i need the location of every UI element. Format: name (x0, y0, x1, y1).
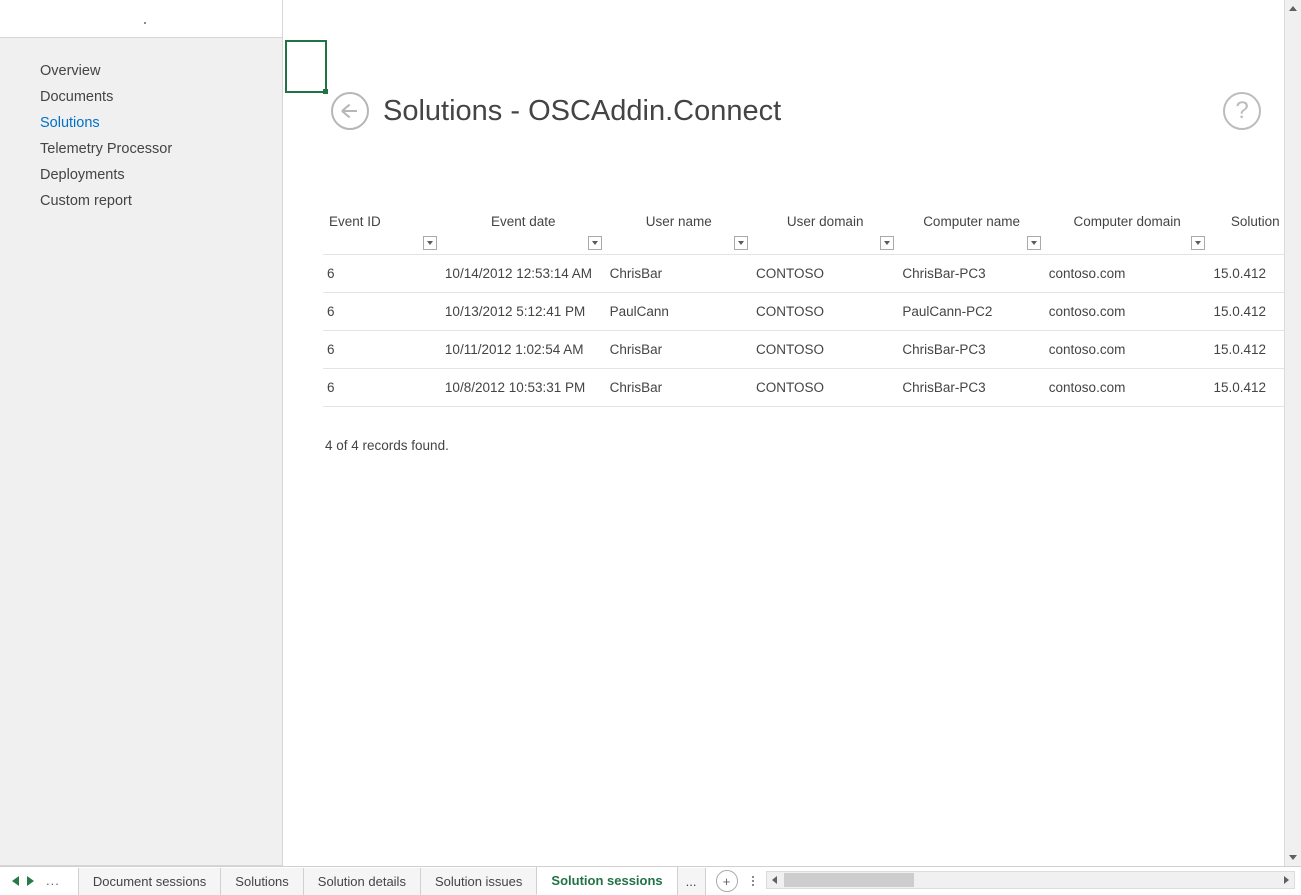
cell-user-name: PaulCann (606, 292, 752, 330)
col-event-date: Event date (441, 202, 606, 254)
sheet-tab-solution-details[interactable]: Solution details (303, 868, 421, 895)
nav-item-deployments[interactable]: Deployments (0, 162, 282, 188)
nav-list: Overview Documents Solutions Telemetry P… (0, 38, 282, 214)
scroll-up-icon[interactable] (1285, 0, 1301, 17)
back-arrow-icon (343, 110, 357, 112)
cell-event-date: 10/14/2012 12:53:14 AM (441, 254, 606, 292)
horizontal-scroll-thumb[interactable] (784, 873, 914, 887)
sheet-nav-prev-icon[interactable] (12, 876, 19, 886)
sessions-table: Event ID Event date User name User (323, 202, 1301, 407)
col-label: User name (610, 208, 748, 229)
nav-item-overview[interactable]: Overview (0, 58, 282, 84)
col-label: Event date (445, 208, 602, 229)
nav-item-telemetry-processor[interactable]: Telemetry Processor (0, 136, 282, 162)
cell-user-domain: CONTOSO (752, 330, 898, 368)
table-header-row: Event ID Event date User name User (323, 202, 1301, 254)
cell-user-name: ChrisBar (606, 368, 752, 406)
sheet-nav-next-icon[interactable] (27, 876, 34, 886)
filter-dropdown-icon[interactable] (588, 236, 602, 250)
filter-dropdown-icon[interactable] (423, 236, 437, 250)
cell-computer-domain: contoso.com (1045, 292, 1210, 330)
cell-computer-name: ChrisBar-PC3 (898, 254, 1044, 292)
scroll-down-icon[interactable] (1285, 849, 1301, 866)
col-computer-name: Computer name (898, 202, 1044, 254)
filter-dropdown-icon[interactable] (1027, 236, 1041, 250)
sheet-tabs: Document sessions Solutions Solution det… (72, 867, 706, 894)
table-row[interactable]: 6 10/13/2012 5:12:41 PM PaulCann CONTOSO… (323, 292, 1301, 330)
main-content: Solutions - OSCAddin.Connect ? Event ID … (283, 0, 1301, 866)
cell-event-date: 10/11/2012 1:02:54 AM (441, 330, 606, 368)
cell-event-id: 6 (323, 368, 441, 406)
cell-event-id: 6 (323, 254, 441, 292)
table-row[interactable]: 6 10/8/2012 10:53:31 PM ChrisBar CONTOSO… (323, 368, 1301, 406)
sheet-nav-controls: ... (0, 867, 72, 894)
sheet-tab-solution-sessions[interactable]: Solution sessions (536, 867, 677, 895)
col-event-id: Event ID (323, 202, 441, 254)
sidebar-header (0, 0, 282, 38)
scroll-right-icon[interactable] (1278, 872, 1294, 888)
cell-user-domain: CONTOSO (752, 368, 898, 406)
selected-cell-indicator[interactable] (285, 40, 327, 93)
nav-item-solutions[interactable]: Solutions (0, 110, 282, 136)
col-computer-domain: Computer domain (1045, 202, 1210, 254)
sidebar-header-dot (144, 22, 146, 24)
page-header: Solutions - OSCAddin.Connect ? (331, 92, 1261, 130)
nav-item-documents[interactable]: Documents (0, 84, 282, 110)
cell-user-domain: CONTOSO (752, 292, 898, 330)
sheet-tab-solution-issues[interactable]: Solution issues (420, 868, 537, 895)
cell-computer-domain: contoso.com (1045, 368, 1210, 406)
filter-dropdown-icon[interactable] (734, 236, 748, 250)
cell-event-date: 10/8/2012 10:53:31 PM (441, 368, 606, 406)
app-root: Overview Documents Solutions Telemetry P… (0, 0, 1301, 894)
cell-user-name: ChrisBar (606, 330, 752, 368)
col-user-name: User name (606, 202, 752, 254)
filter-dropdown-icon[interactable] (880, 236, 894, 250)
table-row[interactable]: 6 10/11/2012 1:02:54 AM ChrisBar CONTOSO… (323, 330, 1301, 368)
col-label: User domain (756, 208, 894, 229)
cell-event-date: 10/13/2012 5:12:41 PM (441, 292, 606, 330)
cell-event-id: 6 (323, 292, 441, 330)
back-button[interactable] (331, 92, 369, 130)
sheet-nav-more-icon[interactable]: ... (46, 873, 60, 888)
vertical-scrollbar[interactable] (1284, 0, 1301, 866)
records-found-label: 4 of 4 records found. (325, 438, 449, 453)
sheet-tab-truncated[interactable]: ... (677, 868, 706, 895)
cell-computer-domain: contoso.com (1045, 330, 1210, 368)
cell-user-domain: CONTOSO (752, 254, 898, 292)
sheet-tab-bar: ... Document sessions Solutions Solution… (0, 866, 1301, 894)
nav-item-custom-report[interactable]: Custom report (0, 188, 282, 214)
cell-computer-name: PaulCann-PC2 (898, 292, 1044, 330)
sheet-tab-document-sessions[interactable]: Document sessions (78, 868, 221, 895)
cell-computer-name: ChrisBar-PC3 (898, 330, 1044, 368)
cell-computer-name: ChrisBar-PC3 (898, 368, 1044, 406)
page-title: Solutions - OSCAddin.Connect (383, 95, 781, 128)
cell-event-id: 6 (323, 330, 441, 368)
help-button[interactable]: ? (1223, 92, 1261, 130)
cell-computer-domain: contoso.com (1045, 254, 1210, 292)
sheet-bar-drag-handle-icon[interactable] (746, 867, 760, 894)
sidebar: Overview Documents Solutions Telemetry P… (0, 0, 283, 866)
add-sheet-button[interactable]: + (716, 870, 738, 892)
col-user-domain: User domain (752, 202, 898, 254)
table-row[interactable]: 6 10/14/2012 12:53:14 AM ChrisBar CONTOS… (323, 254, 1301, 292)
cell-user-name: ChrisBar (606, 254, 752, 292)
col-label: Event ID (327, 208, 437, 229)
sessions-table-wrap: Event ID Event date User name User (323, 202, 1301, 407)
col-label: Computer domain (1049, 208, 1206, 229)
sheet-tab-solutions[interactable]: Solutions (220, 868, 303, 895)
col-label: Computer name (902, 208, 1040, 229)
scroll-left-icon[interactable] (767, 872, 783, 888)
filter-dropdown-icon[interactable] (1191, 236, 1205, 250)
table-body: 6 10/14/2012 12:53:14 AM ChrisBar CONTOS… (323, 254, 1301, 406)
horizontal-scrollbar[interactable] (766, 871, 1296, 889)
